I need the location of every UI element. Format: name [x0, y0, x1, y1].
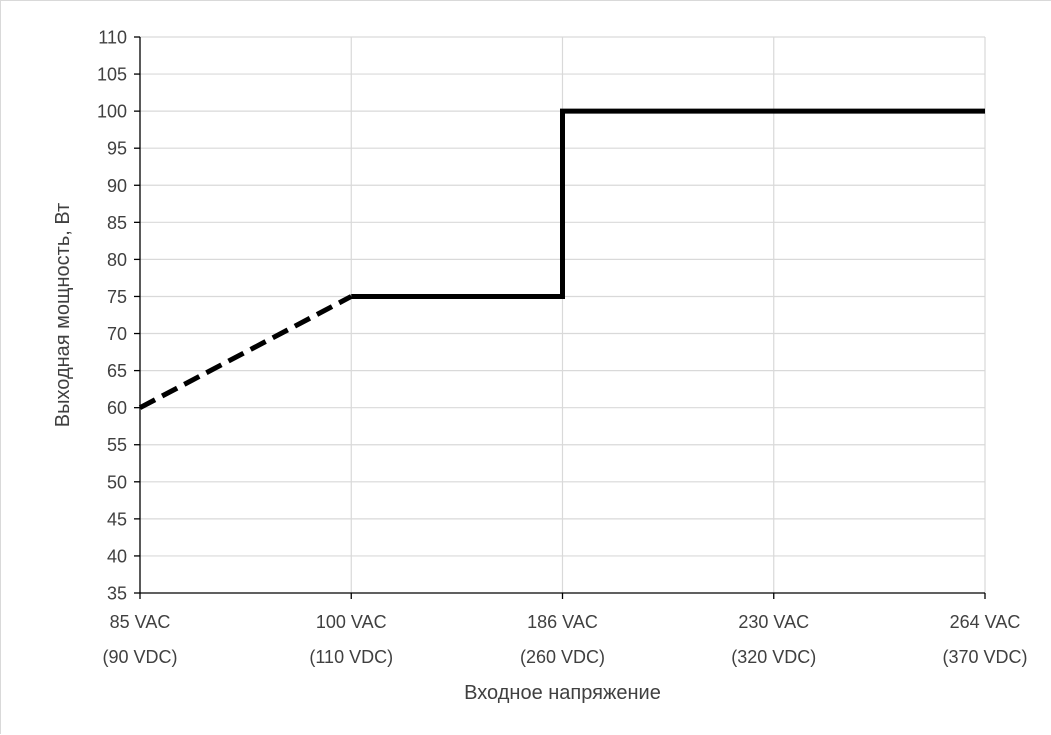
y-tick-label: 60 [107, 398, 127, 418]
y-tick-label: 50 [107, 472, 127, 492]
y-tick-label: 45 [107, 509, 127, 529]
y-tick-label: 90 [107, 176, 127, 196]
x-tick-sublabel: (320 VDC) [731, 647, 816, 667]
x-tick-label: 230 VAC [738, 612, 809, 632]
series-dashed-line [138, 294, 353, 410]
y-tick-label: 100 [97, 102, 127, 122]
x-tick-label: 85 VAC [110, 612, 171, 632]
y-tick-label: 95 [107, 139, 127, 159]
y-axis-title: Выходная мощность, Вт [52, 203, 74, 427]
y-tick-label: 80 [107, 250, 127, 270]
x-tick-sublabel: (370 VDC) [942, 647, 1027, 667]
x-tick-label: 100 VAC [316, 612, 387, 632]
y-tick-label: 65 [107, 361, 127, 381]
y-tick-label: 105 [97, 65, 127, 85]
y-tick-label: 40 [107, 546, 127, 566]
y-tick-label: 85 [107, 213, 127, 233]
x-axis-title: Входное напряжение [464, 682, 661, 704]
x-tick-label: 186 VAC [527, 612, 598, 632]
y-tick-label: 70 [107, 324, 127, 344]
x-tick-sublabel: (90 VDC) [102, 647, 177, 667]
x-tick-sublabel: (110 VDC) [309, 647, 393, 667]
x-tick-label: 264 VAC [950, 612, 1021, 632]
x-tick-sublabel: (260 VDC) [520, 647, 605, 667]
series-step-line [351, 108, 985, 299]
y-tick-label: 75 [107, 287, 127, 307]
y-tick-label: 35 [107, 584, 127, 604]
y-tick-label: 55 [107, 435, 127, 455]
y-tick-label: 110 [98, 28, 127, 48]
